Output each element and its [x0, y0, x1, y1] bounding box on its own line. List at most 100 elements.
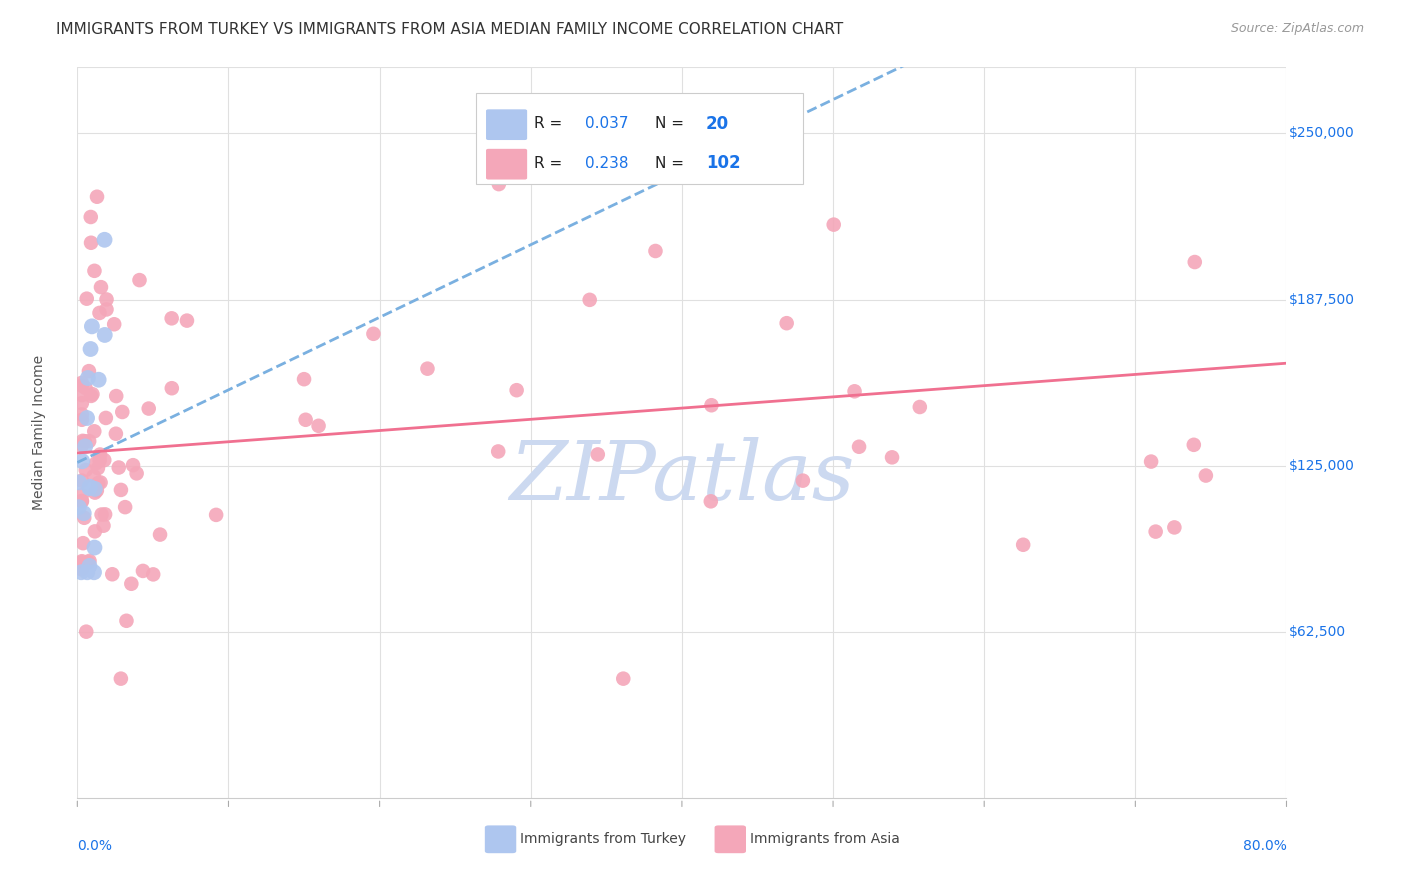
Point: [77, 555, 100, 569]
Point: [308, 418, 330, 433]
Point: [80, 319, 103, 334]
Point: [149, 527, 172, 541]
Text: Immigrants from Turkey: Immigrants from Turkey: [520, 832, 686, 847]
Point: [1163, 520, 1185, 534]
Point: [75, 439, 97, 453]
Point: [86, 190, 108, 204]
Point: [70, 376, 93, 390]
FancyBboxPatch shape: [485, 825, 516, 853]
Point: [86, 483, 108, 498]
Point: [80, 389, 103, 403]
Point: [586, 447, 609, 461]
Point: [70, 562, 93, 576]
Point: [823, 218, 845, 232]
Point: [72, 454, 94, 468]
Text: IMMIGRANTS FROM TURKEY VS IMMIGRANTS FROM ASIA MEDIAN FAMILY INCOME CORRELATION : IMMIGRANTS FROM TURKEY VS IMMIGRANTS FRO…: [56, 22, 844, 37]
Point: [70, 494, 93, 508]
Point: [110, 672, 132, 686]
Point: [79, 481, 101, 495]
Point: [776, 316, 799, 330]
Text: 80.0%: 80.0%: [1243, 838, 1286, 853]
Point: [82, 387, 104, 401]
Point: [67, 475, 90, 490]
Point: [70, 396, 93, 410]
Point: [486, 444, 509, 458]
Text: 0.0%: 0.0%: [77, 838, 112, 853]
Point: [87, 461, 110, 475]
Point: [70, 408, 93, 422]
Point: [77, 364, 100, 378]
Point: [96, 302, 118, 317]
Point: [70, 494, 93, 508]
Point: [205, 508, 228, 522]
Point: [89, 306, 111, 320]
Point: [792, 474, 814, 488]
Point: [107, 460, 129, 475]
Text: $62,500: $62,500: [1289, 625, 1346, 639]
Text: 0.238: 0.238: [585, 156, 628, 171]
Point: [89, 448, 111, 462]
Point: [80, 235, 103, 250]
Point: [114, 500, 136, 515]
Point: [120, 576, 142, 591]
Text: Source: ZipAtlas.com: Source: ZipAtlas.com: [1230, 22, 1364, 36]
Point: [90, 280, 112, 294]
Point: [1195, 468, 1218, 483]
Point: [75, 381, 97, 395]
Text: N =: N =: [655, 156, 689, 171]
Point: [73, 506, 96, 520]
Point: [488, 177, 510, 191]
Text: 20: 20: [706, 115, 730, 133]
Point: [416, 361, 439, 376]
Text: 102: 102: [706, 154, 741, 172]
Point: [75, 624, 97, 639]
Point: [70, 413, 93, 427]
Point: [70, 378, 93, 392]
Point: [1144, 524, 1167, 539]
Point: [122, 458, 145, 473]
Point: [110, 483, 132, 497]
FancyBboxPatch shape: [486, 110, 527, 140]
Point: [83, 541, 105, 555]
Point: [73, 510, 96, 524]
Point: [93, 453, 115, 467]
Point: [176, 313, 198, 327]
Text: Median Family Income: Median Family Income: [32, 355, 45, 510]
Point: [104, 426, 127, 441]
Point: [73, 434, 96, 449]
Point: [84, 485, 107, 500]
Point: [103, 318, 125, 332]
Point: [70, 388, 93, 402]
Point: [83, 524, 105, 539]
Point: [83, 566, 105, 580]
Point: [505, 383, 527, 397]
Point: [578, 293, 600, 307]
Point: [1184, 255, 1206, 269]
Point: [700, 494, 723, 508]
Point: [76, 371, 98, 385]
Point: [70, 556, 93, 570]
Point: [87, 476, 110, 491]
Point: [142, 567, 165, 582]
Point: [700, 398, 723, 412]
Text: Immigrants from Asia: Immigrants from Asia: [749, 832, 900, 847]
Text: 0.037: 0.037: [585, 117, 628, 131]
Point: [70, 474, 93, 488]
Point: [160, 381, 183, 395]
Point: [87, 373, 110, 387]
Point: [848, 440, 870, 454]
Text: $125,000: $125,000: [1289, 458, 1355, 473]
Point: [94, 411, 117, 425]
Point: [84, 456, 107, 470]
Point: [79, 342, 101, 356]
Point: [76, 411, 98, 425]
Point: [83, 469, 105, 483]
Point: [908, 400, 931, 414]
Point: [70, 488, 93, 502]
Point: [83, 425, 105, 439]
Point: [1140, 454, 1163, 468]
Point: [844, 384, 866, 399]
Text: R =: R =: [534, 117, 568, 131]
Point: [125, 467, 148, 481]
Point: [111, 405, 134, 419]
